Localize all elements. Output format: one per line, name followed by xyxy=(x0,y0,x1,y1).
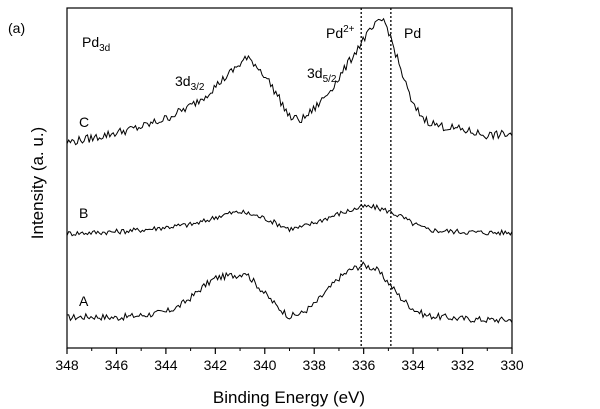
y-axis-label: Intensity (a. u.) xyxy=(28,127,47,239)
spectrum-line-a xyxy=(66,261,513,324)
spectrum-line-b xyxy=(66,203,513,237)
series-label-c: C xyxy=(79,114,89,130)
annotation-pd2plus-sup: 2+ xyxy=(343,24,355,35)
panel-label: (a) xyxy=(8,20,25,36)
x-tick-label-344: 344 xyxy=(154,357,178,373)
x-tick-label-334: 334 xyxy=(401,357,425,373)
x-tick-label-330: 330 xyxy=(500,357,524,373)
annotation-pd2plus-main: Pd xyxy=(326,25,343,41)
annotation-pd3d-sub: 3d xyxy=(99,43,110,54)
annotation-pd-metal: Pd xyxy=(404,25,421,41)
annotation-3d52-main: 3d xyxy=(307,65,323,81)
x-tick-label-342: 342 xyxy=(204,357,228,373)
x-axis-label: Binding Energy (eV) xyxy=(213,388,365,407)
x-tick-label-340: 340 xyxy=(253,357,277,373)
annotation-3d52-sub: 5/2 xyxy=(323,74,337,85)
series-label-b: B xyxy=(79,205,88,221)
x-axis-ticks xyxy=(66,348,513,354)
annotation-3d32-sub: 3/2 xyxy=(191,82,205,93)
annotation-pd3d: Pd3d xyxy=(82,34,110,54)
plot-frame xyxy=(66,7,513,349)
annotation-pd2plus: Pd2+ xyxy=(326,24,355,41)
x-tick-label-332: 332 xyxy=(451,357,475,373)
annotation-3d32-main: 3d xyxy=(175,73,191,89)
x-tick-label-338: 338 xyxy=(303,357,327,373)
reference-lines xyxy=(360,8,392,348)
spectrum-line-c xyxy=(66,17,513,146)
x-tick-label-348: 348 xyxy=(55,357,79,373)
annotation-3d32: 3d3/2 xyxy=(175,73,205,93)
annotation-pd3d-main: Pd xyxy=(82,34,99,50)
x-tick-label-336: 336 xyxy=(352,357,376,373)
x-axis-tick-labels: 348 346 344 342 340 338 336 334 332 330 xyxy=(55,357,524,373)
series-label-a: A xyxy=(79,293,89,309)
x-tick-label-346: 346 xyxy=(105,357,129,373)
annotation-3d52: 3d5/2 xyxy=(307,65,337,85)
spectra-series xyxy=(66,17,513,324)
